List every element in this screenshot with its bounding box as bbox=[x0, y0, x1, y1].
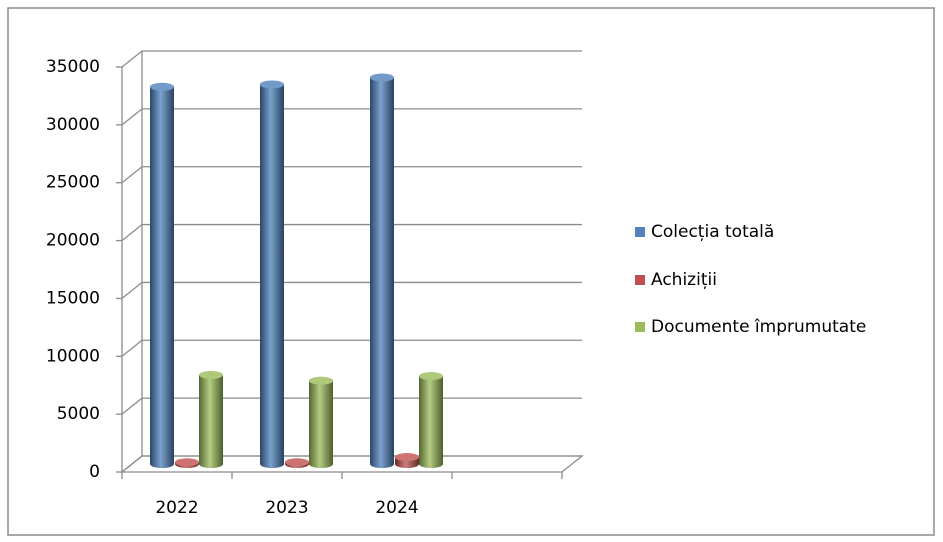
bar bbox=[150, 82, 174, 469]
bar bbox=[199, 370, 223, 468]
bar bbox=[395, 453, 419, 468]
bar-top bbox=[285, 458, 309, 467]
bar bbox=[419, 372, 443, 468]
legend-label: Colecția totală bbox=[651, 222, 774, 242]
grid-line bbox=[121, 339, 582, 357]
legend-swatch bbox=[635, 227, 645, 237]
bar bbox=[370, 73, 394, 468]
bar-top bbox=[199, 370, 223, 379]
grid-line bbox=[121, 281, 582, 299]
bar bbox=[175, 458, 199, 468]
y-tick-label: 30000 bbox=[46, 115, 100, 135]
bar bbox=[285, 458, 309, 468]
bar-top bbox=[260, 80, 284, 89]
bar-top bbox=[175, 458, 199, 467]
bar-body bbox=[370, 77, 394, 468]
bar-body bbox=[199, 374, 223, 468]
grid-line bbox=[121, 223, 582, 242]
y-tick-label: 0 bbox=[89, 462, 100, 482]
bar-top bbox=[395, 453, 419, 462]
bar-top bbox=[370, 73, 394, 82]
x-tick-label: 2024 bbox=[375, 498, 418, 518]
x-tick-label: 2023 bbox=[265, 498, 308, 518]
legend-swatch bbox=[635, 275, 645, 285]
bar bbox=[260, 80, 284, 468]
legend-swatch bbox=[635, 322, 645, 332]
bar bbox=[309, 376, 333, 468]
legend-label: Achiziții bbox=[651, 270, 717, 290]
y-tick-label: 5000 bbox=[57, 404, 100, 424]
bar-top bbox=[309, 376, 333, 385]
legend-label: Documente împrumutate bbox=[651, 317, 866, 337]
y-tick-label: 25000 bbox=[46, 173, 100, 193]
bar-top bbox=[150, 82, 174, 91]
grid-line bbox=[121, 166, 582, 184]
grid-line bbox=[121, 50, 582, 68]
bar-body bbox=[150, 86, 174, 469]
y-tick-label: 35000 bbox=[46, 57, 100, 77]
x-tick-label: 2022 bbox=[155, 498, 198, 518]
bar-top bbox=[419, 372, 443, 381]
y-tick-label: 15000 bbox=[46, 288, 100, 308]
grid-line bbox=[121, 108, 582, 126]
bar-body bbox=[309, 380, 333, 468]
y-tick-label: 10000 bbox=[46, 346, 100, 366]
y-tick-label: 20000 bbox=[46, 231, 100, 251]
bar-body bbox=[419, 376, 443, 468]
bar-body bbox=[260, 84, 284, 468]
